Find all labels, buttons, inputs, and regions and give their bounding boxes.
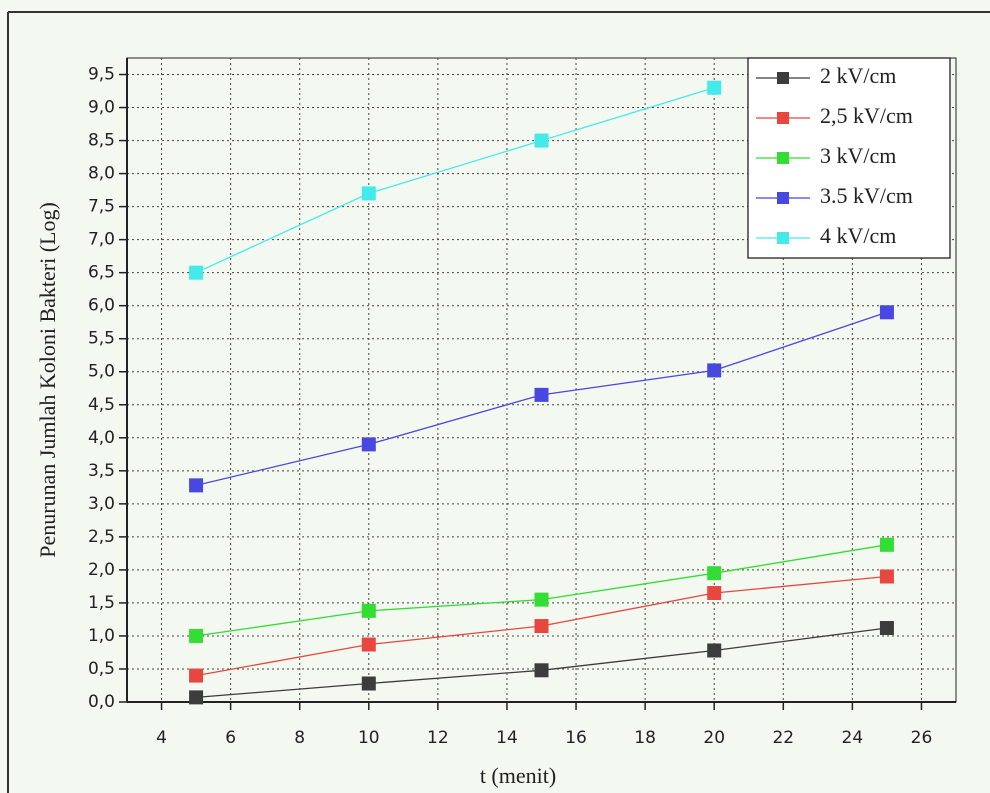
y-tick-label: 3,0 — [88, 494, 115, 514]
marker — [189, 266, 203, 280]
y-tick-label: 0,5 — [88, 659, 115, 679]
y-tick-label: 6,0 — [88, 296, 115, 316]
legend-marker — [777, 192, 789, 204]
y-tick-label: 3,5 — [88, 461, 115, 481]
y-tick-label: 4,5 — [88, 395, 115, 415]
marker — [362, 186, 376, 200]
legend-label: 3 kV/cm — [820, 143, 896, 168]
marker — [362, 604, 376, 618]
x-tick-label: 4 — [156, 728, 167, 748]
y-tick-label: 6,5 — [88, 263, 115, 283]
y-tick-label: 5,5 — [88, 329, 115, 349]
marker — [535, 593, 549, 607]
x-tick-label: 18 — [634, 728, 656, 748]
marker — [535, 388, 549, 402]
x-tick-label: 24 — [842, 728, 864, 748]
marker — [362, 638, 376, 652]
legend-label: 2 kV/cm — [820, 63, 896, 88]
x-tick-label: 16 — [565, 728, 587, 748]
legend-marker — [777, 112, 789, 124]
marker — [189, 629, 203, 643]
marker — [535, 619, 549, 633]
x-tick-label: 6 — [225, 728, 236, 748]
y-tick-label: 4,0 — [88, 428, 115, 448]
page: t (menit) Penurunan Jumlah Koloni Bakter… — [0, 0, 990, 793]
legend-marker — [777, 72, 789, 84]
marker — [707, 81, 721, 95]
y-tick-label: 7,0 — [88, 230, 115, 250]
y-tick-label: 9,5 — [88, 65, 115, 85]
marker — [707, 586, 721, 600]
marker — [362, 437, 376, 451]
marker — [707, 643, 721, 657]
marker — [535, 663, 549, 677]
y-tick-label: 8,5 — [88, 131, 115, 151]
y-tick-label: 0,0 — [88, 692, 115, 712]
legend-marker — [777, 152, 789, 164]
marker — [880, 538, 894, 552]
marker — [189, 478, 203, 492]
marker — [880, 621, 894, 635]
chart: t (menit) Penurunan Jumlah Koloni Bakter… — [0, 0, 990, 793]
marker — [189, 690, 203, 704]
x-tick-label: 12 — [427, 728, 449, 748]
y-tick-label: 1,5 — [88, 593, 115, 613]
legend-marker — [777, 232, 789, 244]
marker — [880, 570, 894, 584]
x-tick-label: 22 — [772, 728, 794, 748]
marker — [535, 134, 549, 148]
x-tick-label: 10 — [358, 728, 380, 748]
y-tick-label: 2,0 — [88, 560, 115, 580]
legend-label: 4 kV/cm — [820, 223, 896, 248]
y-tick-label: 1,0 — [88, 626, 115, 646]
x-tick-label: 8 — [294, 728, 305, 748]
x-tick-label: 26 — [911, 728, 933, 748]
x-tick-label: 14 — [496, 728, 518, 748]
y-tick-label: 7,5 — [88, 197, 115, 217]
y-tick-label: 8,0 — [88, 164, 115, 184]
y-tick-label: 5,0 — [88, 362, 115, 382]
legend-label: 2,5 kV/cm — [820, 103, 913, 128]
x-axis-label: t (menit) — [480, 763, 556, 788]
x-tick-label: 20 — [703, 728, 725, 748]
y-axis-label: Penurunan Jumlah Koloni Bakteri (Log) — [35, 202, 60, 558]
marker — [189, 669, 203, 683]
y-tick-label: 2,5 — [88, 527, 115, 547]
marker — [707, 363, 721, 377]
marker — [707, 566, 721, 580]
legend-label: 3.5 kV/cm — [820, 183, 913, 208]
marker — [880, 305, 894, 319]
y-tick-label: 9,0 — [88, 98, 115, 118]
marker — [362, 677, 376, 691]
